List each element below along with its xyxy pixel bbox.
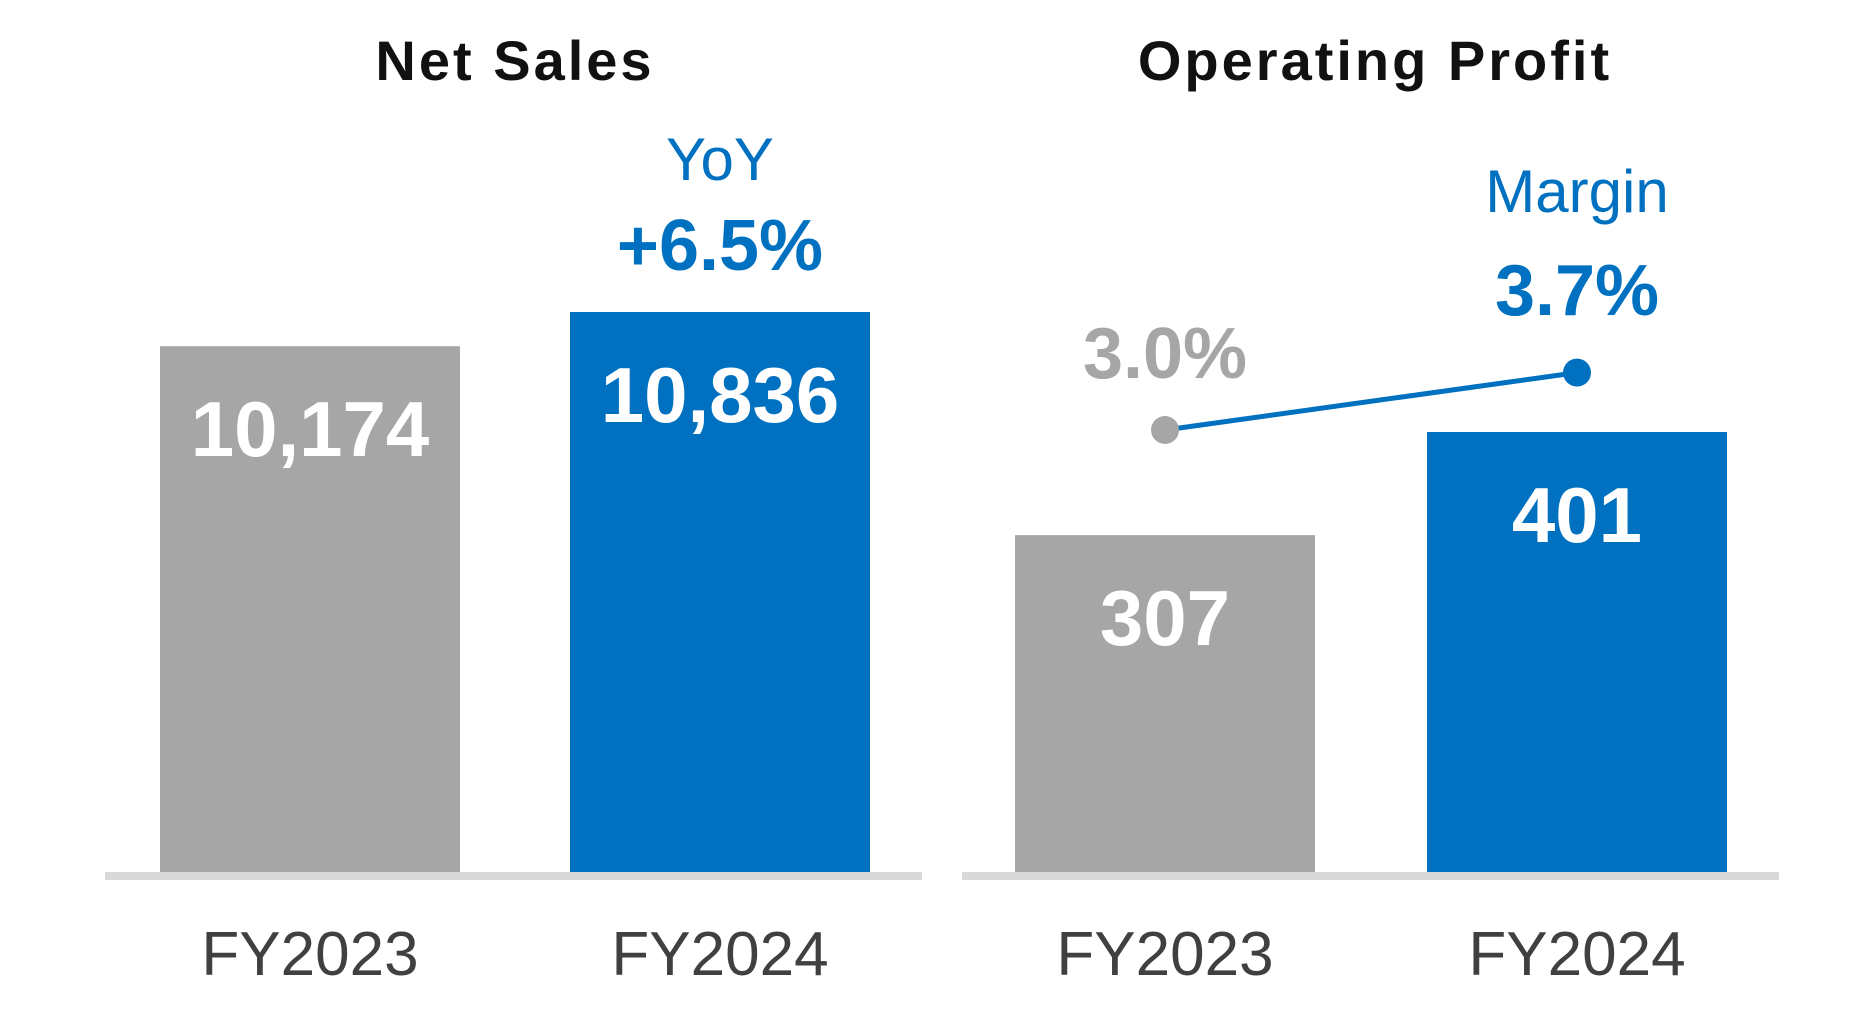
- net-sales-value-fy2024: 10,836: [601, 351, 840, 439]
- margin-point-fy2023: [1151, 416, 1179, 444]
- net-sales-bar-fy2023: [160, 346, 460, 872]
- margin-line: [1164, 370, 1578, 433]
- net-sales-bar-fy2024: [570, 312, 870, 872]
- operating-profit-tick-fy2024: FY2024: [1468, 920, 1685, 989]
- yoy-value: +6.5%: [617, 206, 823, 286]
- net-sales-tick-fy2023: FY2023: [201, 920, 418, 989]
- net-sales-title: Net Sales: [375, 29, 654, 92]
- margin-point-fy2024: [1563, 358, 1591, 387]
- operating-profit-value-fy2024: 401: [1512, 471, 1642, 559]
- net-sales-value-fy2023: 10,174: [191, 385, 430, 473]
- operating-profit-bar-fy2023: [1015, 535, 1315, 872]
- margin-value-fy2024: 3.7%: [1495, 251, 1659, 331]
- operating-profit-panel: Operating Profit 307 401 FY2023 FY2024 3…: [962, 29, 1779, 989]
- net-sales-panel: Net Sales 10,174 10,836 FY2023 FY2024 Yo…: [105, 29, 922, 989]
- net-sales-tick-fy2024: FY2024: [611, 920, 828, 989]
- margin-label: Margin: [1485, 158, 1668, 225]
- yoy-label: YoY: [666, 126, 774, 193]
- operating-profit-value-fy2023: 307: [1100, 574, 1230, 662]
- operating-profit-title: Operating Profit: [1138, 29, 1612, 92]
- margin-value-fy2023: 3.0%: [1083, 314, 1247, 394]
- operating-profit-tick-fy2023: FY2023: [1056, 920, 1273, 989]
- operating-profit-bar-fy2024: [1427, 432, 1727, 872]
